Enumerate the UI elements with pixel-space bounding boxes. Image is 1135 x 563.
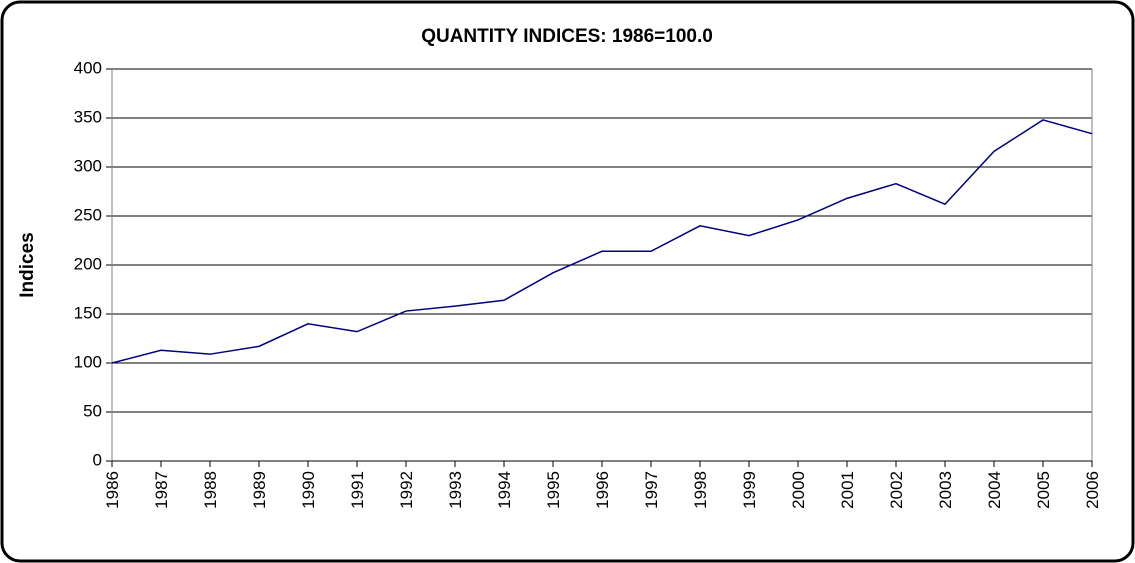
y-tick-label: 200 bbox=[74, 254, 102, 273]
y-tick-label: 150 bbox=[74, 303, 102, 322]
x-tick-label: 2002 bbox=[887, 471, 906, 509]
x-tick-label: 1993 bbox=[446, 471, 465, 509]
x-tick-label: 1991 bbox=[348, 471, 367, 509]
x-tick-label: 1988 bbox=[201, 471, 220, 509]
x-tick-label: 1998 bbox=[691, 471, 710, 509]
x-tick-label: 1999 bbox=[740, 471, 759, 509]
x-tick-label: 2000 bbox=[789, 471, 808, 509]
x-tick-label: 2004 bbox=[985, 471, 1004, 509]
x-tick-label: 1987 bbox=[152, 471, 171, 509]
y-tick-label: 350 bbox=[74, 107, 102, 126]
x-tick-label: 1986 bbox=[103, 471, 122, 509]
x-tick-label: 2005 bbox=[1034, 471, 1053, 509]
y-tick-label: 0 bbox=[93, 450, 102, 469]
x-tick-label: 1989 bbox=[250, 471, 269, 509]
chart-title: QUANTITY INDICES: 1986=100.0 bbox=[421, 26, 713, 47]
x-tick-label: 1992 bbox=[397, 471, 416, 509]
x-tick-label: 2001 bbox=[838, 471, 857, 509]
y-tick-label: 250 bbox=[74, 205, 102, 224]
x-tick-label: 2006 bbox=[1083, 471, 1102, 509]
x-tick-label: 1995 bbox=[544, 471, 563, 509]
x-tick-label: 1990 bbox=[299, 471, 318, 509]
x-tick-label: 1994 bbox=[495, 471, 514, 509]
y-tick-label: 400 bbox=[74, 58, 102, 77]
y-tick-label: 50 bbox=[83, 401, 102, 420]
data-line bbox=[111, 119, 1093, 364]
x-tick-label: 1996 bbox=[593, 471, 612, 509]
x-tick-label: 1997 bbox=[642, 471, 661, 509]
x-tick-label: 2003 bbox=[936, 471, 955, 509]
y-axis-label: Indices bbox=[17, 232, 38, 297]
y-tick-label: 300 bbox=[74, 156, 102, 175]
y-tick-label: 100 bbox=[74, 352, 102, 371]
